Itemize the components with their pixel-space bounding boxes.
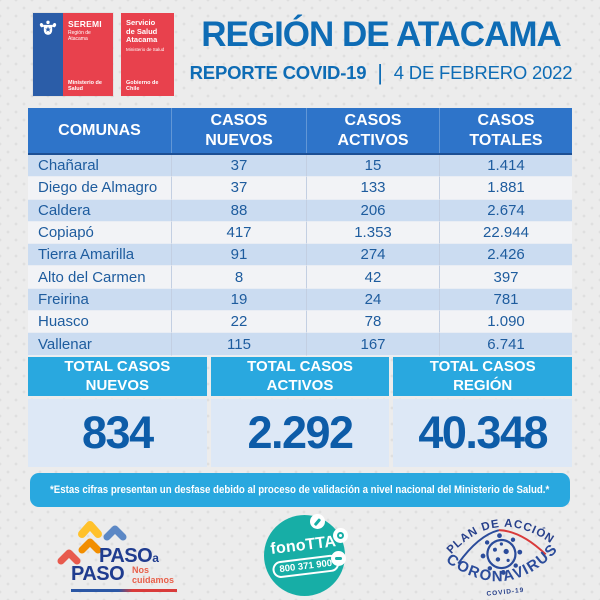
activos-cell: 133 xyxy=(307,177,440,200)
servicio-salud-label: Servicio de Salud Atacama xyxy=(126,18,158,45)
footnote-text: *Estas cifras presentan un desfase debid… xyxy=(50,484,550,496)
totales-cell: 2.674 xyxy=(440,199,572,222)
paso-word-1: PASOa xyxy=(99,545,159,568)
seremi-logo-text: SEREMI Región de Atacama Ministerio de S… xyxy=(63,13,113,96)
column-header-comunas: COMUNAS xyxy=(28,108,172,153)
total-activos-label: TOTAL CASOS ACTIVOS xyxy=(210,357,390,396)
comuna-cell: Huasco xyxy=(28,311,172,334)
servicio-salud-logo: Servicio de Salud Atacama Ministerio de … xyxy=(121,13,174,96)
totales-cell: 781 xyxy=(440,288,572,312)
totals-values-row: 834 2.292 40.348 xyxy=(28,399,573,467)
seremi-label: SEREMI xyxy=(68,19,102,29)
totales-cell: 1.090 xyxy=(440,311,572,334)
report-label: REPORTE COVID-19 xyxy=(189,61,367,83)
headset-icon xyxy=(333,528,348,543)
seremi-region-label: Región de Atacama xyxy=(68,30,91,42)
table-header-row: COMUNAS CASOS NUEVOS CASOS ACTIVOS CASOS… xyxy=(28,108,572,155)
column-header-casos-totales: CASOS TOTALES xyxy=(469,112,543,149)
person-icon xyxy=(331,551,346,566)
activos-cell: 24 xyxy=(307,288,440,312)
report-date: 4 DE FEBRERO 2022 xyxy=(393,61,573,83)
paso-a-paso-logo: PASOa PASO Nos cuidamos xyxy=(55,518,215,598)
activos-cell: 42 xyxy=(307,266,440,289)
page-title: REGIÓN DE ATACAMA xyxy=(201,15,562,54)
virus-icon xyxy=(480,533,523,575)
subtitle-separator: | xyxy=(377,59,383,85)
footnote-banner: *Estas cifras presentan un desfase debid… xyxy=(30,473,570,507)
nuevos-cell: 19 xyxy=(172,288,307,312)
logo-blue-bar xyxy=(33,13,63,96)
header: SEREMI Región de Atacama Ministerio de S… xyxy=(33,13,174,96)
nuevos-cell: 22 xyxy=(172,311,307,334)
total-activos-value: 2.292 xyxy=(210,399,390,467)
gobierno-chile-label: Gobierno de Chile xyxy=(126,80,159,92)
comuna-cell: Copiapó xyxy=(28,221,172,245)
nuevos-cell: 417 xyxy=(172,221,307,245)
paso-connector-a: a xyxy=(152,551,159,565)
total-region-value: 40.348 xyxy=(393,399,573,467)
seremi-ministerio-logo: SEREMI Región de Atacama Ministerio de S… xyxy=(33,13,113,96)
column-header-casos-activos: CASOS ACTIVOS xyxy=(307,108,440,153)
totales-cell: 22.944 xyxy=(440,221,572,245)
table-body: Chañaral 37 15 1.414 Diego de Almagro 37… xyxy=(28,155,572,356)
fonotta-logo: fonoTTA 800 371 900 xyxy=(264,514,348,596)
totales-cell: 2.426 xyxy=(440,244,572,267)
total-region-label: TOTAL CASOS REGIÓN xyxy=(393,357,573,396)
activos-cell: 15 xyxy=(307,155,440,178)
comuna-cell: Tierra Amarilla xyxy=(28,244,172,267)
comuna-cell: Chañaral xyxy=(28,155,172,178)
activos-cell: 206 xyxy=(307,199,440,222)
totales-cell: 1.881 xyxy=(440,177,572,200)
coronavirus-badge-icon: PLAN DE ACCIÓN CORONAVIRUS COVID-19 xyxy=(442,512,565,598)
paso-word-2: PASO xyxy=(71,563,125,585)
covid-cases-table: COMUNAS CASOS NUEVOS CASOS ACTIVOS CASOS… xyxy=(28,108,572,356)
paso-chevrons-icon xyxy=(57,521,127,565)
totales-cell: 1.414 xyxy=(440,155,572,178)
comuna-cell: Caldera xyxy=(28,199,172,222)
comuna-cell: Vallenar xyxy=(28,333,172,356)
chile-coat-of-arms-icon xyxy=(39,20,57,35)
title-block: REGIÓN DE ATACAMA REPORTE COVID-19 | 4 D… xyxy=(185,15,577,86)
plan-de-accion-coronavirus-logo: PLAN DE ACCIÓN CORONAVIRUS COVID-19 xyxy=(419,493,583,600)
comuna-cell: Freirina xyxy=(28,288,172,312)
paso-underline xyxy=(71,589,177,592)
nuevos-cell: 91 xyxy=(172,244,307,267)
activos-cell: 274 xyxy=(307,244,440,267)
nuevos-cell: 8 xyxy=(172,266,307,289)
nuevos-cell: 88 xyxy=(172,199,307,222)
activos-cell: 78 xyxy=(307,311,440,334)
nuevos-cell: 37 xyxy=(172,155,307,178)
activos-cell: 167 xyxy=(307,333,440,356)
paso-tagline: Nos cuidamos xyxy=(132,565,175,585)
servicio-ministerio-label: Ministerio de Salud xyxy=(126,46,165,52)
total-nuevos-value: 834 xyxy=(28,399,207,467)
totals-header-row: TOTAL CASOS NUEVOS TOTAL CASOS ACTIVOS T… xyxy=(28,357,573,396)
nuevos-cell: 115 xyxy=(172,333,307,356)
nuevos-cell: 37 xyxy=(172,177,307,200)
activos-cell: 1.353 xyxy=(307,221,440,245)
totales-cell: 397 xyxy=(440,266,572,289)
total-nuevos-label: TOTAL CASOS NUEVOS xyxy=(28,357,207,396)
covid19-label: COVID-19 xyxy=(486,587,525,598)
report-subtitle: REPORTE COVID-19 | 4 DE FEBRERO 2022 xyxy=(185,60,577,86)
column-header-casos-nuevos: CASOS NUEVOS xyxy=(172,108,307,153)
paso-text: PASO xyxy=(99,545,153,567)
comuna-cell: Alto del Carmen xyxy=(28,266,172,289)
ministerio-label: Ministerio de Salud xyxy=(68,80,102,92)
totales-cell: 6.741 xyxy=(440,333,572,356)
comuna-cell: Diego de Almagro xyxy=(28,177,172,200)
pencil-icon xyxy=(310,514,325,529)
